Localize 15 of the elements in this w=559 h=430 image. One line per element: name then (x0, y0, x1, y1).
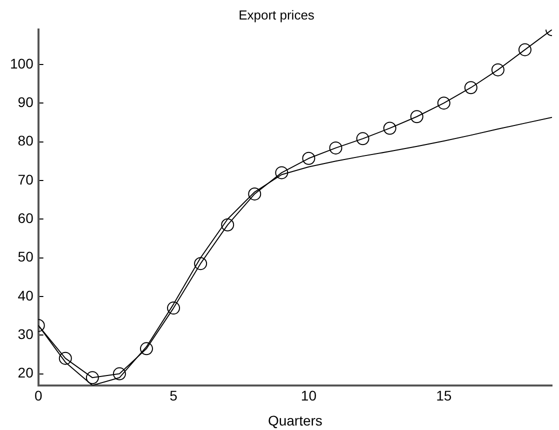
y-tick-label: 20 (18, 364, 34, 381)
y-tick-label: 50 (18, 248, 34, 265)
chart-title: Export prices (238, 7, 315, 22)
x-tick-label: 5 (170, 388, 178, 404)
y-tick-label: 70 (18, 171, 34, 188)
y-tick-label: 90 (18, 94, 34, 110)
x-axis-title: Quarters (268, 412, 322, 428)
y-tick-label: 100 (10, 55, 34, 72)
y-tick-label: 60 (18, 210, 34, 226)
x-tick-label: 15 (436, 388, 452, 404)
y-tick-label: 80 (18, 132, 34, 149)
x-tick-label: 0 (34, 388, 42, 404)
y-tick-label: 40 (18, 287, 34, 304)
x-tick-label: 10 (300, 388, 317, 404)
y-tick-label: 30 (18, 326, 34, 342)
